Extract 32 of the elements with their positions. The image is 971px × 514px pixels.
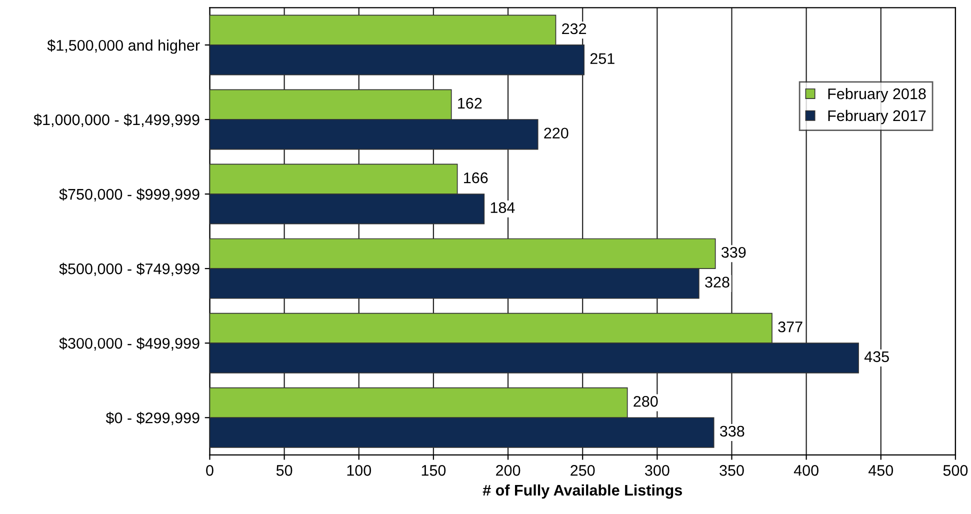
x-tick-label: 50	[276, 465, 292, 476]
data-label: 162	[458, 98, 482, 109]
data-label: 338	[720, 426, 744, 437]
data-label: 166	[464, 172, 488, 184]
data-label: 377	[778, 321, 802, 332]
data-label: 339	[721, 246, 746, 258]
x-tick-label: 350	[720, 465, 744, 476]
x-tick-label: 300	[645, 465, 670, 476]
y-tick-label: $1,500,000 and higher	[47, 39, 200, 54]
legend-label: February 2018	[828, 88, 926, 102]
data-label: 328	[705, 276, 730, 288]
x-tick-label: 100	[347, 465, 372, 476]
data-label: 280	[634, 396, 658, 407]
y-tick-label: $500,000 - $749,999	[59, 262, 200, 276]
x-tick-label: 150	[422, 465, 446, 476]
x-tick-label: 400	[794, 465, 818, 476]
x-axis-title: # of Fully Available Listings	[482, 484, 682, 499]
data-label: 251	[590, 53, 614, 64]
x-tick-label: 450	[868, 465, 894, 476]
y-tick-label: $300,000 - $499,999	[59, 337, 200, 351]
data-label: 184	[490, 202, 515, 214]
data-label: 435	[864, 351, 889, 362]
data-label: 220	[544, 128, 568, 139]
y-tick-label: $1,000,000 - $1,499,999	[34, 114, 200, 127]
x-tick-label: 500	[943, 465, 968, 476]
y-tick-label: $0 - $299,999	[106, 412, 200, 426]
legend-label: February 2017	[828, 110, 926, 124]
x-tick-label: 250	[570, 465, 595, 476]
y-tick-label: $750,000 - $999,999	[59, 188, 200, 202]
x-tick-label: 200	[496, 465, 520, 476]
x-tick-label: 0	[206, 465, 214, 476]
data-label: 232	[562, 23, 586, 34]
